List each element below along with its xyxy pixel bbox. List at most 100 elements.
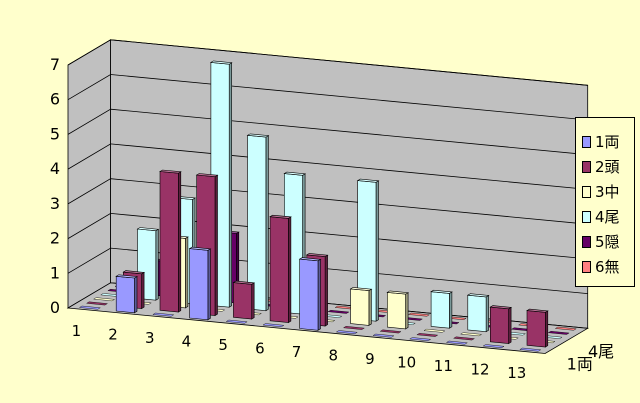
bar-1両-12 [482,344,505,349]
bar-base [409,337,432,342]
gridline [67,247,588,294]
bar-top [305,253,329,257]
bar-1両-2 [115,274,138,314]
legend-label: 4尾 [595,208,620,226]
bar-side [251,282,255,320]
bar-side [214,174,218,317]
bar-base [93,297,116,302]
legend-label: 3中 [595,183,620,201]
legend-label: 2頭 [595,158,620,176]
bar-front [115,275,135,314]
bar-front [233,282,252,320]
bar-top [386,290,410,295]
y-tick-label: 5 [50,124,60,143]
bar-base [482,344,505,349]
legend-label: 1両 [595,133,620,151]
bar-base [262,323,285,328]
gridlines [67,39,588,294]
x-tick-label: 7 [292,343,302,361]
bar-1両-7 [298,257,322,331]
bar-base [445,340,468,345]
legend-item: 1両 [582,132,620,152]
bar-3中-10 [423,328,446,333]
x-tick-labels: 1 2 3 4 5 6 7 8 9 10 11 12 13 [72,322,527,382]
y-tick-label: 3 [50,194,60,213]
bar-front [159,171,179,313]
y-tick-label: 6 [50,90,60,109]
bar-base [85,301,109,306]
x-tick-label: 3 [145,329,155,347]
legend-item: 4尾 [582,207,620,227]
bar-side [375,180,379,322]
bar-top [489,305,513,310]
y-tick-labels: 0 1 2 3 4 5 6 7 [50,55,60,317]
bar-side [317,258,321,331]
bar-2頭-6 [269,214,292,324]
bar-top [136,227,160,232]
bar-side [228,62,232,308]
bar-base [335,330,358,335]
bar-top [115,274,138,279]
bar-top [209,60,233,65]
bar-front [350,288,370,326]
legend: 1両 2頭 3中 4尾 5隠 6無 [575,117,635,287]
bar-base [452,336,476,341]
x-tick-label: 2 [108,325,118,343]
bar-front [189,248,209,321]
bar-3中-11 [460,332,483,337]
bar-1両-6 [262,323,285,328]
bar-2頭-10 [416,333,439,337]
bar-base [372,333,395,338]
bar-1両-10 [409,337,432,342]
bar-top [246,133,270,138]
bar-base [327,309,350,314]
legend-item: 2頭 [582,157,620,177]
bar-side [544,310,549,348]
legend-label: 6無 [595,258,620,276]
bar-1両-5 [225,319,248,324]
bar-base [379,329,402,334]
bar-side [485,294,489,333]
bar-1両-9 [372,333,395,338]
y-tick-label: 7 [50,55,60,74]
gridline [67,74,588,121]
bar-base [416,333,439,337]
depth-tick-label: 4尾 [588,342,614,361]
bar-2頭-8 [342,326,365,330]
bar-3中-8 [349,287,373,326]
bar-front [526,310,546,348]
gridline [67,39,588,86]
bar-top [195,173,219,178]
bars [78,60,577,352]
legend-label: 5隠 [595,233,620,251]
bar-side [405,292,409,330]
bar-1両-13 [519,347,542,352]
x-tick-label: 5 [218,336,228,354]
x-tick-label: 8 [328,346,338,364]
bar-base [342,326,365,330]
bar-3中-1 [93,297,116,302]
bar-5隠-13 [547,330,570,335]
legend-swatch [582,261,591,273]
y-tick-label: 4 [50,159,60,178]
bar-side [288,216,292,324]
bar-3中-9 [386,290,410,330]
bar-side [155,228,159,301]
x-tick-label: 12 [471,360,490,378]
bar-2頭-1 [85,301,109,306]
bar-2頭-13 [526,308,549,348]
bar-base [547,330,570,335]
bar-base [423,328,446,333]
bar-6無-9 [407,312,431,317]
bar-top [122,270,146,275]
bar-1両-8 [335,330,358,335]
bar-5隠-7 [327,309,350,314]
bar-base [152,312,175,317]
bar-front [386,292,406,330]
x-tick-label: 4 [182,332,192,350]
bar-base [460,332,483,337]
x-tick-label: 9 [365,350,375,368]
bar-side [265,135,269,312]
